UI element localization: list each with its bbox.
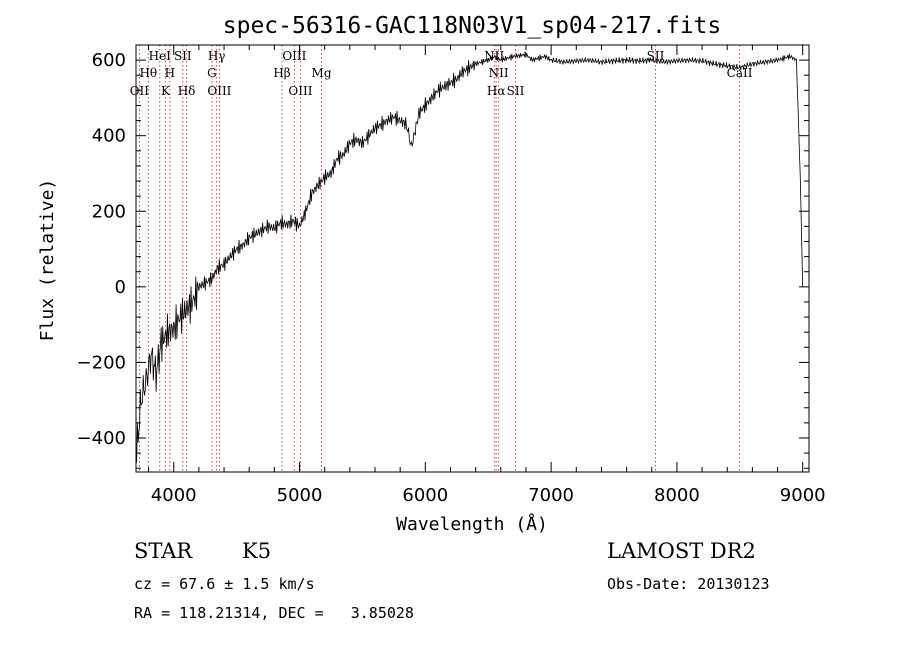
line-marker-label: OIII: [288, 84, 312, 98]
x-tick-label: 6000: [402, 485, 448, 506]
line-marker-label: HeI: [149, 49, 172, 63]
object-class: STAR: [134, 539, 193, 563]
line-marker-label: G: [207, 66, 217, 80]
y-tick-label: 600: [92, 50, 126, 71]
redshift-text: cz = 67.6 ± 1.5 km/s: [134, 575, 315, 593]
coordinates: RA = 118.21314, DEC = 3.85028: [134, 604, 414, 622]
y-tick-label: 200: [92, 201, 126, 222]
plot-frame: [135, 44, 810, 473]
line-marker-label: OIII: [207, 84, 231, 98]
line-marker-label: K: [161, 84, 171, 98]
x-tick-label: 8000: [654, 485, 700, 506]
x-tick-label: 4000: [151, 485, 197, 506]
x-tick-label: 7000: [528, 485, 574, 506]
line-marker-label: Mg: [312, 66, 332, 80]
survey-name: LAMOST DR2: [607, 539, 756, 563]
x-tick-label: 9000: [780, 485, 826, 506]
line-marker-label: Hδ: [178, 84, 196, 98]
line-marker-label: OII: [130, 84, 150, 98]
line-marker-label: Hβ: [273, 66, 290, 80]
spectrum-line: [135, 51, 804, 465]
line-marker-label: Hα: [487, 84, 506, 98]
emission-line-markers: OIIHθHeIKHSIIHδGHγOIIIHβOIIIOIIIMgNIIHαN…: [130, 45, 753, 472]
y-axis-label: Flux (relative): [37, 179, 58, 342]
object-subclass: K5: [242, 539, 272, 563]
line-marker-label: H: [165, 66, 175, 80]
line-marker-label: SII: [174, 49, 192, 63]
y-tick-label: −200: [77, 352, 126, 373]
line-marker-label: SII: [507, 84, 525, 98]
y-tick-label: 0: [115, 277, 126, 298]
spectrum-series: [135, 51, 804, 465]
spectrum-chart: spec-56316-GAC118N03V1_sp04-217.fits OII…: [37, 13, 826, 535]
line-marker-label: NII: [489, 66, 509, 80]
y-tick-label: −400: [77, 428, 126, 449]
obs-date: Obs-Date: 20130123: [607, 575, 770, 593]
x-axis-label: Wavelength (Å): [396, 513, 548, 535]
line-marker-label: Hγ: [208, 49, 226, 63]
y-tick-label: 400: [92, 126, 126, 147]
axes: 4000 5000 6000 7000 8000 9000 −400 −200 0 200 400 6…: [77, 44, 826, 506]
x-tick-label: 5000: [277, 485, 323, 506]
chart-title: spec-56316-GAC118N03V1_sp04-217.fits: [223, 13, 722, 39]
line-marker-label: Hθ: [139, 66, 157, 80]
line-marker-label: OIII: [282, 49, 306, 63]
